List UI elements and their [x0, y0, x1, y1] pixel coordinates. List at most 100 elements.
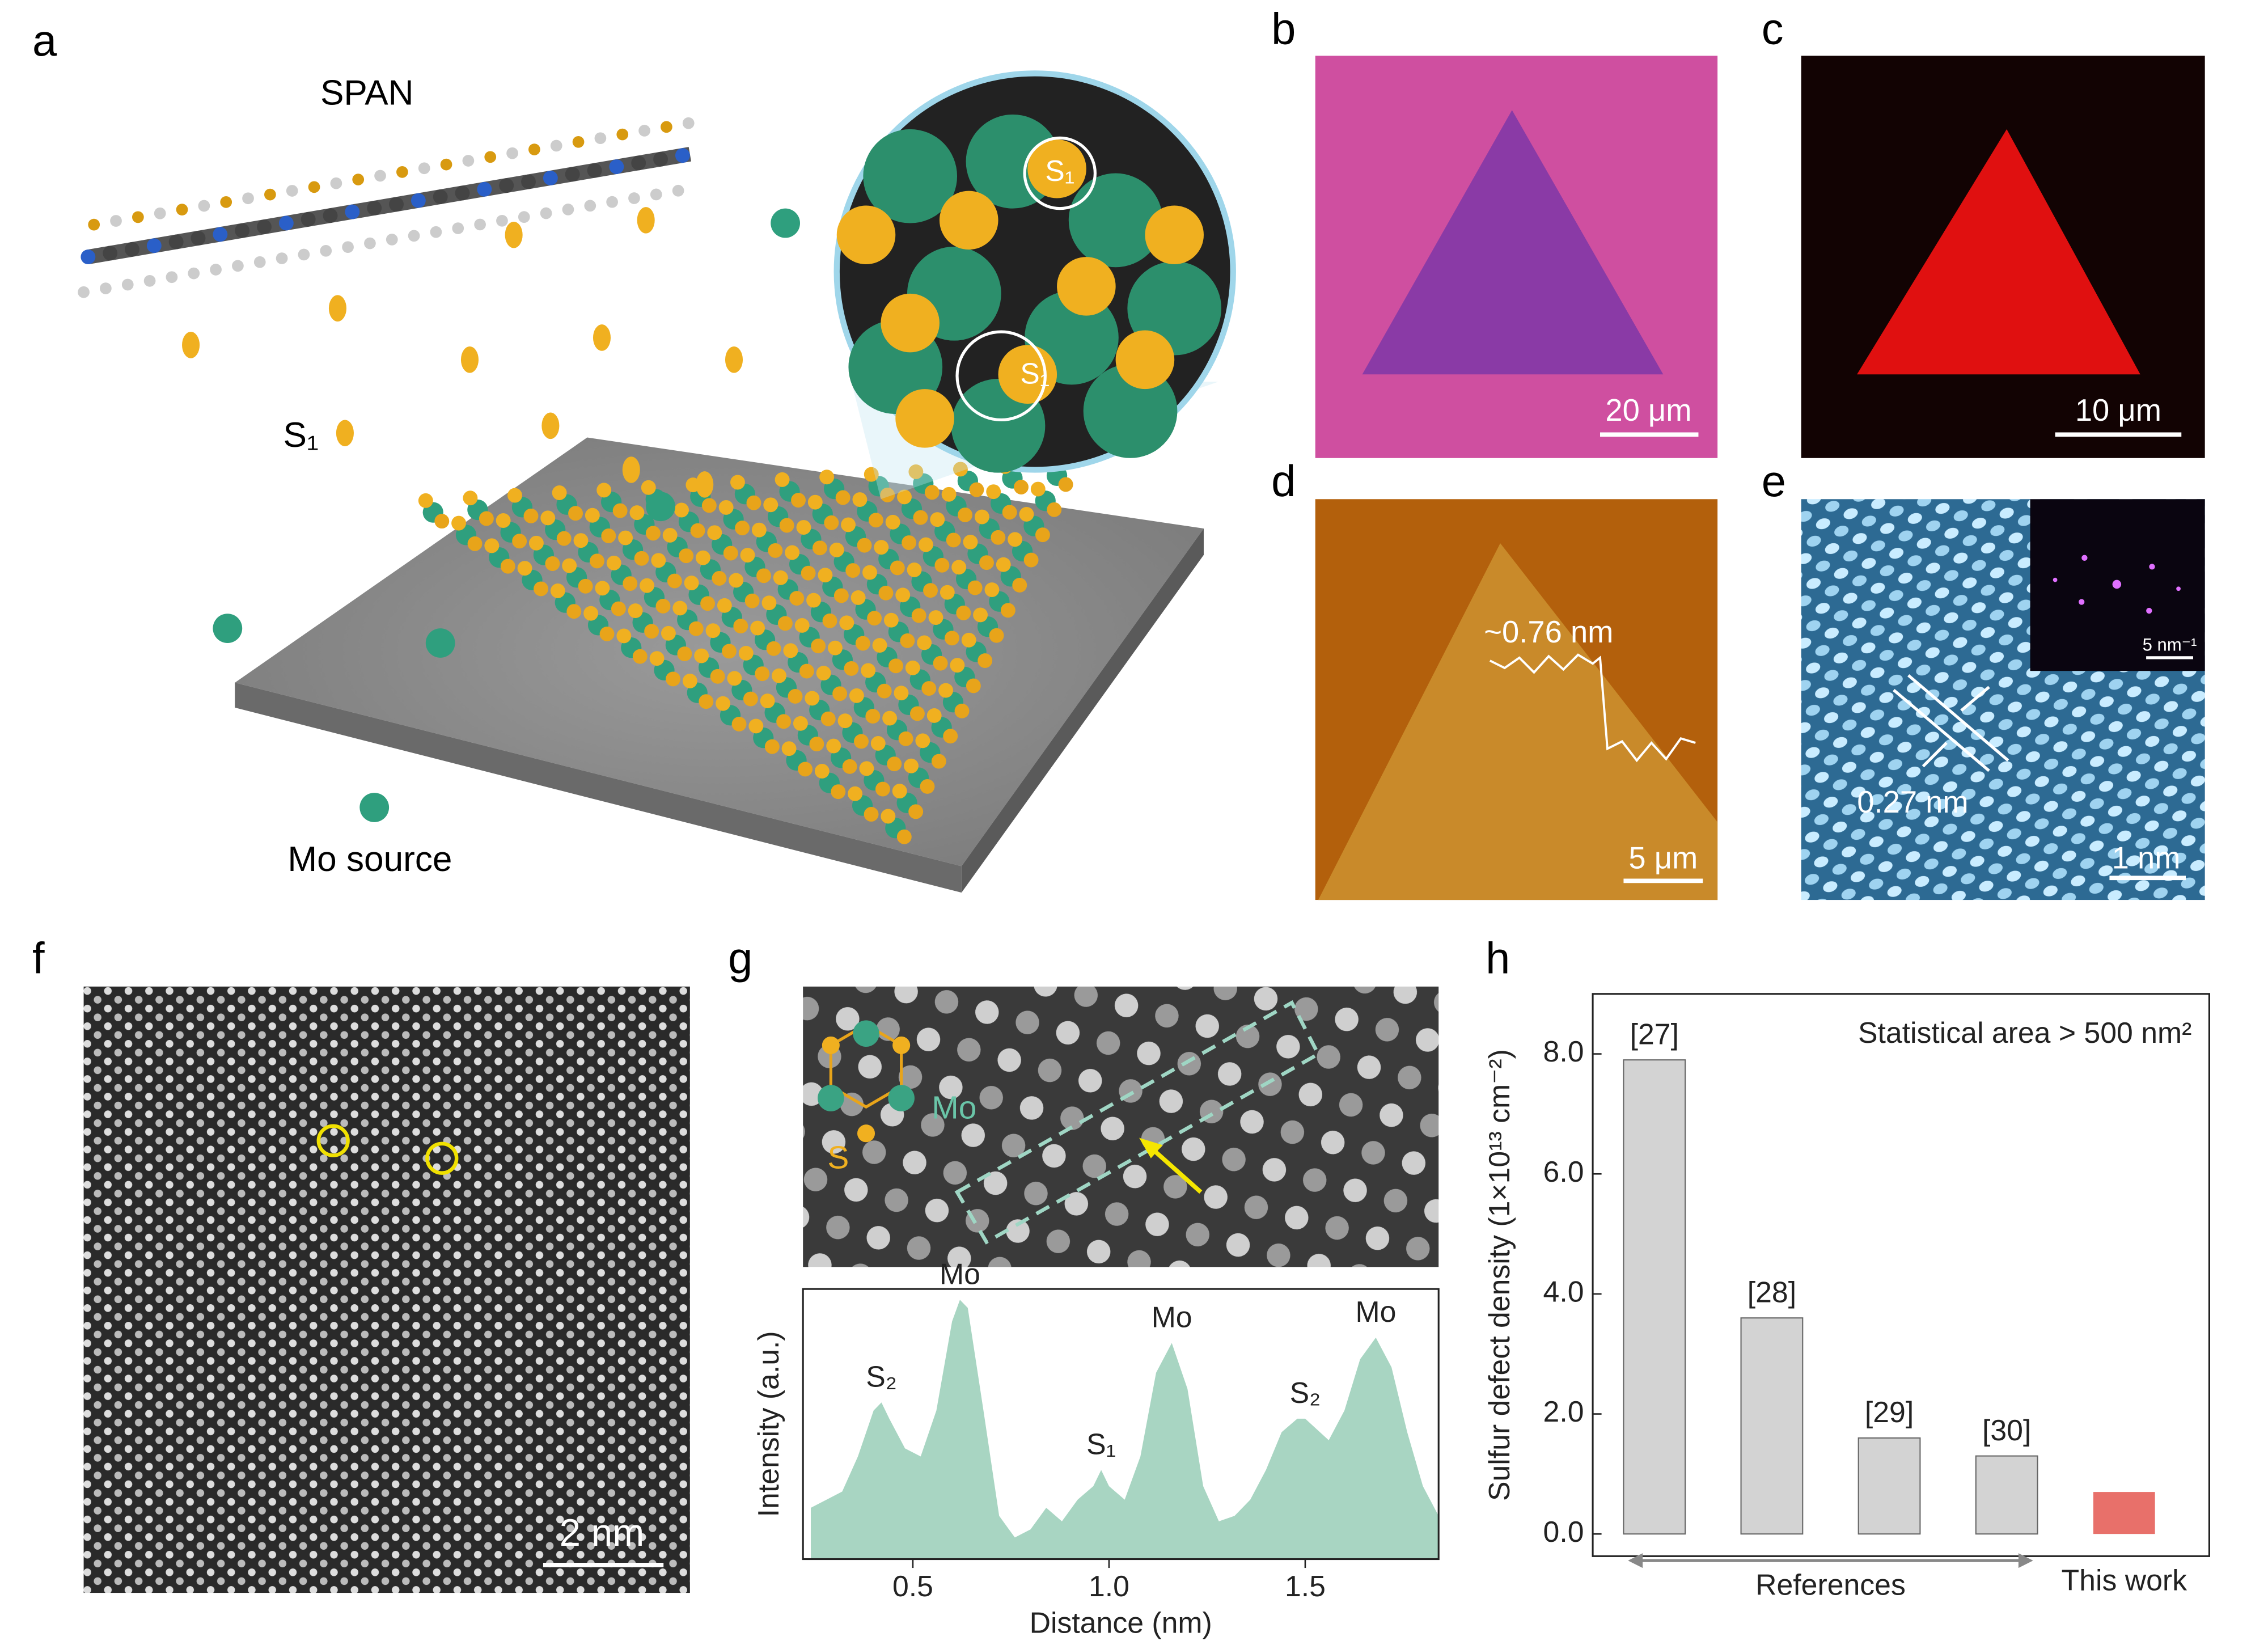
atom [154, 207, 166, 219]
mo-atom [646, 492, 675, 522]
atom [584, 200, 596, 212]
atom [818, 568, 833, 583]
atom [746, 495, 761, 510]
atom [779, 518, 794, 533]
atom [330, 177, 342, 189]
atom [640, 578, 654, 593]
atom [599, 626, 615, 641]
atom [933, 656, 948, 671]
atom [655, 598, 671, 614]
atom [674, 502, 689, 518]
plot-frame [802, 1288, 1440, 1561]
arrow-head [2018, 1553, 2033, 1568]
bar [2093, 1492, 2155, 1534]
atom [264, 188, 276, 201]
atom [374, 170, 386, 182]
atom [477, 181, 492, 197]
atom [276, 252, 288, 264]
atom [773, 570, 788, 585]
atom [798, 762, 813, 777]
atom [125, 242, 139, 257]
source-label: Mo source [287, 840, 452, 879]
peak-label: S₂ [1290, 1376, 1321, 1409]
atom [785, 545, 800, 560]
atom [1019, 506, 1034, 522]
atom [868, 513, 883, 528]
atom [500, 559, 515, 574]
atom [545, 556, 560, 571]
atom [672, 601, 688, 616]
atom [794, 618, 810, 633]
atom [253, 256, 266, 268]
atom [242, 192, 254, 205]
atom [861, 663, 876, 678]
atom [978, 653, 993, 669]
atom [100, 282, 112, 294]
stem-image [83, 986, 690, 1593]
atom [883, 612, 899, 628]
atom [777, 616, 793, 631]
atom [731, 716, 747, 731]
atom [451, 515, 467, 531]
atom [923, 583, 938, 598]
atom [835, 490, 850, 505]
atom [907, 562, 922, 577]
atom [587, 163, 602, 178]
atom [781, 741, 797, 756]
atom [733, 619, 748, 633]
flake [1318, 543, 1718, 900]
atom [788, 688, 803, 704]
atom [966, 678, 981, 693]
atom [954, 703, 970, 718]
atom [143, 274, 156, 287]
atom [213, 227, 228, 242]
bar-label: [27] [1630, 1017, 1679, 1050]
atom [909, 706, 925, 721]
atom [176, 204, 188, 215]
atom [479, 511, 494, 526]
atom [855, 636, 870, 651]
sulfur-drop [328, 295, 347, 322]
atom [631, 155, 646, 171]
y-tick-label: 6.0 [1543, 1155, 1584, 1188]
bar [1975, 1455, 2038, 1535]
atom [801, 565, 816, 581]
atom [81, 250, 96, 265]
atom [235, 223, 250, 238]
atom [928, 610, 943, 625]
atom [738, 645, 754, 661]
atom [864, 807, 879, 822]
scale-bar-label: 5 nm⁻¹ [2143, 635, 2197, 654]
annotation: Statistical area > 500 nm² [1858, 1016, 2191, 1049]
atom [345, 204, 360, 219]
atom [943, 729, 958, 744]
vacancy [1023, 136, 1097, 210]
sulfur-drop [622, 456, 640, 483]
atom [963, 534, 978, 549]
atom [601, 528, 616, 543]
scale-bar-label: 20 μm [1605, 393, 1691, 428]
atom [611, 601, 626, 616]
atom [286, 185, 298, 197]
atom [872, 638, 887, 653]
atom [896, 829, 912, 844]
sulfur-drop [336, 420, 354, 447]
arrow-head [1628, 1553, 1643, 1568]
atom [623, 576, 638, 591]
scale-bar-label: 1 nm [2112, 841, 2181, 876]
atom [1014, 480, 1029, 494]
atom [938, 683, 953, 698]
atom [956, 605, 971, 620]
atom [1002, 505, 1017, 520]
atom [521, 174, 536, 189]
panel-label: b [1271, 5, 1296, 53]
atom [512, 534, 527, 549]
atom [881, 809, 896, 824]
bar-label: [28] [1747, 1275, 1796, 1308]
scale-bar-label: 2 nm [560, 1512, 645, 1554]
atom [766, 641, 781, 656]
atom [918, 537, 933, 552]
atom [1023, 552, 1039, 568]
atom [710, 669, 725, 684]
intensity-area [811, 1300, 1439, 1559]
